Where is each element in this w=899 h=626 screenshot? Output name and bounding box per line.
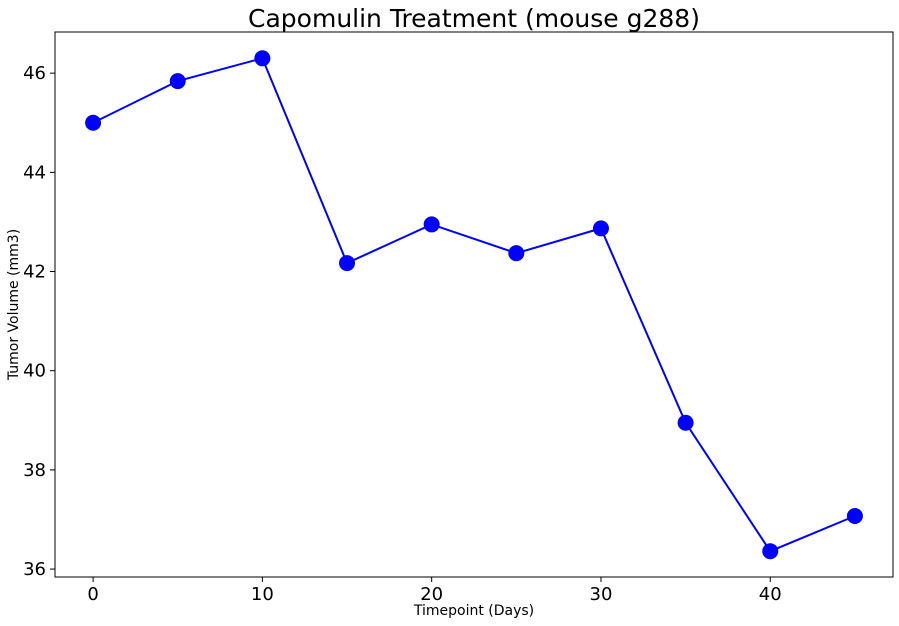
x-tick-label: 30: [590, 584, 613, 605]
data-point: [423, 216, 440, 233]
data-point: [85, 114, 102, 131]
data-point: [677, 414, 694, 431]
x-tick-label: 20: [420, 584, 443, 605]
y-tick-label: 38: [23, 460, 46, 481]
y-tick-label: 36: [23, 559, 46, 580]
data-point: [592, 220, 609, 237]
y-axis: 36 38 40 42 44 46: [23, 63, 55, 580]
data-point: [508, 245, 525, 262]
series-line: [92, 57, 856, 553]
x-tick-label: 0: [87, 584, 98, 605]
plot-area: [54, 31, 894, 578]
y-axis-label: Tumor Volume (mm3): [6, 229, 22, 381]
data-point: [254, 50, 271, 67]
series-layer: [85, 50, 863, 560]
chart-title: Capomulin Treatment (mouse g288): [248, 4, 700, 33]
y-tick-label: 46: [23, 63, 46, 84]
data-point: [169, 73, 186, 90]
y-tick-label: 40: [23, 361, 46, 382]
data-point: [762, 543, 779, 560]
x-axis-label: Timepoint (Days): [413, 603, 534, 619]
y-tick-label: 42: [23, 262, 46, 283]
x-tick-label: 10: [251, 584, 274, 605]
y-tick-label: 44: [23, 162, 46, 183]
x-axis: 0 10 20 30 40: [87, 577, 782, 605]
data-point: [846, 508, 863, 525]
x-tick-label: 40: [759, 584, 782, 605]
data-point: [339, 255, 356, 272]
